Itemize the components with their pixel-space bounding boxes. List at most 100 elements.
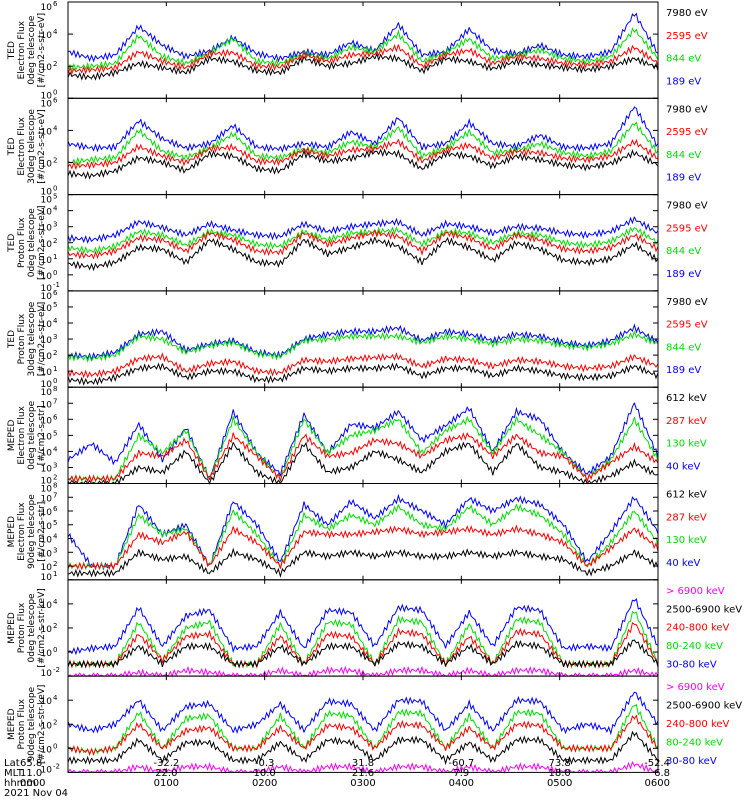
legend-entry: 844 eV [666,150,701,161]
y-axis-label-line: MEPED [7,612,17,644]
legend-entry: 189 eV [666,365,701,376]
series-line [67,730,659,766]
x-tick-label-mlt: 18.0 [549,768,571,779]
y-tick-exponent: 3 [53,333,57,341]
y-tick-label: 10 [41,649,53,659]
y-tick-exponent: -2 [53,666,60,674]
y-tick-exponent: 2 [53,157,57,165]
y-axis-label-line: [#/cm2-s-str-keV] [37,685,47,764]
series-line [67,352,659,379]
y-axis-label: TEDElectron Flux30deg telescope[#/cm2-s-… [7,109,47,184]
y-tick-label: 10 [41,284,53,294]
y-tick-label: 10 [41,388,53,398]
series-line [67,362,659,386]
y-tick-label: 10 [41,432,53,442]
x-tick-label-hhmm: 0100 [154,778,179,789]
y-axis-label-line: Proton Flux [17,313,27,364]
y-tick-exponent: 4 [53,694,58,702]
y-tick-label: 10 [41,31,53,41]
y-tick-exponent: 3 [53,546,57,554]
legend-entry: 2595 eV [666,320,708,331]
legend-entry: 2595 eV [666,31,708,42]
y-axis-label-line: 0deg telescope [27,400,37,470]
x-tick-label-lat: 31.8 [352,758,374,769]
legend-entry: 189 eV [666,173,701,184]
y-tick-label: 10 [41,272,53,282]
y-axis-label-line: 30deg telescope [27,301,37,376]
series-line [67,121,659,166]
x-tick-label-mlt: 11.0 [20,768,42,779]
y-axis-label: MEPEDProton Flux90deg telescope[#/cm2-s-… [7,685,47,764]
y-tick-label: 10 [41,697,53,707]
y-tick-exponent: 2 [53,622,57,630]
y-tick-label: 10 [41,63,53,73]
y-tick-exponent: 7 [53,491,57,499]
y-axis-label-line: [#/cm2-s-str-keV] [37,588,47,667]
y-tick-label: 10 [41,522,53,532]
y-axis-label-line: Electron Flux [17,405,27,464]
legend-entry: 2500-6900 keV [666,701,742,712]
y-axis-label-line: 90deg telescope [27,686,37,761]
y-tick-exponent: 6 [53,0,58,8]
x-tick-label-lat: -0.3 [255,758,275,769]
x-tick-label-mlt: 21.6 [352,768,374,779]
x-tick-label-hhmm: 0200 [252,778,277,789]
series-line [67,547,659,579]
y-axis-label-line: 90deg telescope [27,494,37,569]
series-line [67,12,659,63]
y-tick-exponent: 2 [53,474,57,482]
series-line [67,503,659,571]
row-label-hhmm: hhmm [4,778,36,789]
series-line [67,226,659,255]
y-tick-exponent: 0 [53,742,57,750]
y-tick-exponent: 5 [53,429,57,437]
legend-entry: 7980 eV [666,201,708,212]
y-axis-label-line: TED [7,234,17,253]
x-tick-label-hhmm: 0600 [645,778,670,789]
series-line [67,441,659,485]
series-line [67,216,659,245]
y-tick-exponent: 4 [53,28,58,36]
legend-entry: 40 keV [666,558,700,569]
legend-entry: 2595 eV [666,223,708,234]
y-axis-label-line: [#/cm2-s-str] [37,405,47,465]
y-tick-exponent: 2 [53,560,57,568]
x-tick-label-lat: -52.4 [644,758,670,769]
y-tick-label: 10 [41,625,53,635]
x-tick-label-hhmm: 0300 [350,778,375,789]
y-axis-label: TEDProton Flux0deg telescope[#/cm2-s-str… [7,205,47,280]
series-line [67,105,659,153]
y-axis-label: MEPEDElectron Flux0deg telescope[#/cm2-s… [7,400,47,470]
y-tick-exponent: 2 [53,60,57,68]
y-tick-label: 10 [41,160,53,170]
y-tick-exponent: 6 [53,289,58,297]
legend-entry: 30-80 keV [666,660,717,671]
y-tick-label: 10 [41,494,53,504]
y-tick-exponent: 4 [53,533,58,541]
panel-frame [67,386,659,485]
y-tick-exponent: 6 [53,413,58,421]
legend-entry: 287 keV [666,416,707,427]
y-axis-label-line: [#/cm2-s-str-eV] [37,13,47,88]
y-tick-label: 10 [41,508,53,518]
series-line [67,402,659,479]
y-tick-exponent: 4 [53,445,58,453]
y-tick-exponent: 2 [53,237,57,245]
legend-entry: 612 keV [666,393,707,404]
x-tick-label-lat: -60.7 [448,758,474,769]
y-axis-label: MEPEDProton Flux0deg telescope[#/cm2-s-s… [7,588,47,667]
y-tick-label: 10 [41,99,53,109]
legend-entry: 2500-6900 keV [666,604,742,615]
series-line [67,691,659,736]
series-line [67,432,659,484]
y-tick-exponent: 5 [53,193,57,201]
legend-entry: 2595 eV [666,127,708,138]
x-tick-label-mlt: 7.9 [453,768,469,779]
